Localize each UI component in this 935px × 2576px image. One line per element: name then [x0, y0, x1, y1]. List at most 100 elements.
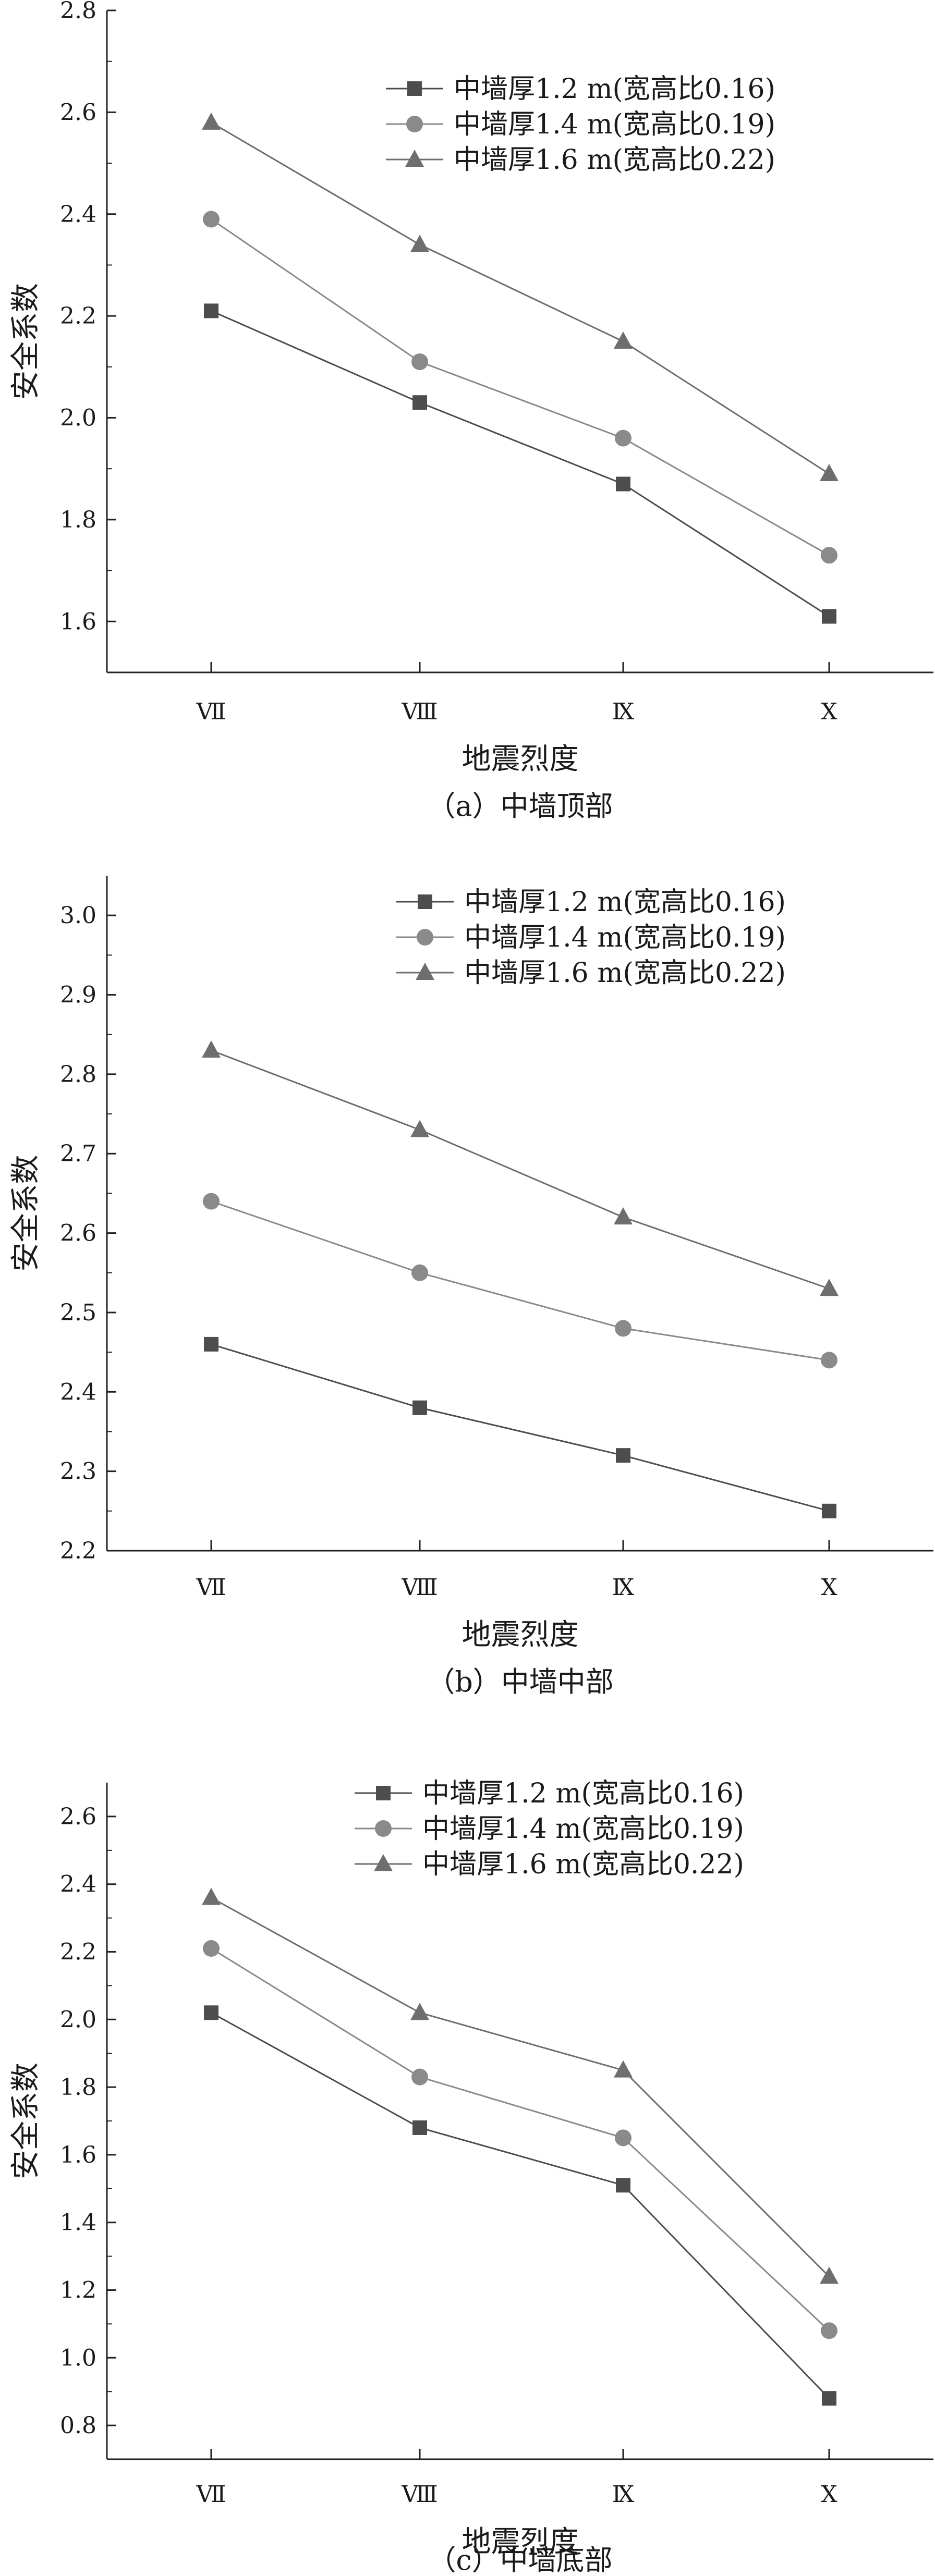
- y-tick-label: 1.0: [60, 2345, 96, 2371]
- y-tick-label: 2.8: [60, 1061, 96, 1088]
- data-point-triangle: [820, 1279, 839, 1296]
- x-tick-label: Ⅸ: [612, 2481, 635, 2508]
- data-point-square: [204, 2005, 218, 2020]
- legend-marker-circle: [417, 929, 433, 946]
- chart-panel-0: 1.6 1.8 2.0 2.2 2.4 2.6 2.8 Ⅶ Ⅷ Ⅸ Ⅹ 地震烈度 安全系数 （a）中墙顶部…: [9, 0, 933, 823]
- data-point-square: [822, 609, 836, 624]
- series-line-0: [211, 2012, 830, 2399]
- y-axis-title: 安全系数: [9, 283, 43, 400]
- legend-label: 中墙厚1.2 m(宽高比0.16): [422, 1778, 744, 1809]
- y-tick-label: 1.6: [60, 608, 96, 635]
- x-axis-title: 地震烈度: [462, 742, 579, 776]
- y-tick-label: 1.8: [60, 507, 96, 533]
- data-point-square: [616, 1448, 630, 1463]
- y-tick-label: 2.4: [60, 1379, 96, 1405]
- x-tick-label: Ⅸ: [612, 698, 635, 725]
- data-point-circle: [615, 2129, 632, 2146]
- legend-marker-square: [407, 81, 422, 96]
- y-tick-label: 2.6: [60, 99, 96, 126]
- data-point-circle: [821, 2322, 837, 2339]
- y-tick-label: 2.0: [60, 405, 96, 432]
- panel-caption: （b）中墙中部: [427, 1665, 614, 1698]
- x-tick-label: Ⅷ: [401, 1574, 438, 1601]
- y-tick-label: 1.2: [60, 2277, 96, 2304]
- panel-caption: （a）中墙顶部: [427, 790, 613, 823]
- data-point-square: [412, 1400, 427, 1415]
- legend-label: 中墙厚1.4 m(宽高比0.19): [454, 109, 775, 140]
- y-tick-label: 2.0: [60, 2006, 96, 2033]
- data-point-triangle: [820, 2266, 839, 2284]
- legend-label: 中墙厚1.6 m(宽高比0.22): [464, 958, 786, 989]
- data-point-square: [822, 2391, 836, 2406]
- y-tick-label: 2.3: [60, 1458, 96, 1485]
- data-point-circle: [821, 547, 837, 564]
- x-tick-label: Ⅹ: [821, 698, 837, 725]
- y-tick-label: 2.4: [60, 201, 96, 228]
- data-point-circle: [411, 1264, 428, 1281]
- y-tick-label: 2.6: [60, 1220, 96, 1247]
- x-tick-label: Ⅹ: [821, 1574, 837, 1601]
- x-tick-label: Ⅹ: [821, 2481, 837, 2508]
- chart-panel-1: 2.2 2.3 2.4 2.5 2.6 2.7 2.8 2.9 3.0 Ⅶ Ⅷ Ⅸ Ⅹ 地震烈度 安全系数 （…: [9, 876, 933, 1698]
- data-point-circle: [203, 1193, 220, 1210]
- x-tick-label: Ⅶ: [196, 2481, 226, 2508]
- x-axis-title: 地震烈度: [462, 1618, 579, 1652]
- series-line-1: [211, 218, 830, 556]
- data-point-triangle: [410, 1120, 429, 1137]
- series-line-1: [211, 1947, 830, 2332]
- data-point-square: [822, 1503, 836, 1518]
- y-tick-label: 2.2: [60, 1538, 96, 1564]
- data-point-circle: [411, 353, 428, 371]
- data-point-triangle: [410, 2003, 429, 2020]
- data-point-square: [616, 476, 630, 492]
- data-point-circle: [615, 1320, 632, 1337]
- y-tick-label: 0.8: [60, 2412, 96, 2439]
- legend-label: 中墙厚1.2 m(宽高比0.16): [454, 73, 775, 105]
- series-line-2: [211, 121, 830, 475]
- data-point-triangle: [202, 1887, 221, 1905]
- data-point-circle: [203, 211, 220, 228]
- legend-marker-circle: [375, 1820, 392, 1837]
- series-line-0: [211, 1343, 830, 1512]
- series-line-1: [211, 1200, 830, 1361]
- y-tick-label: 2.7: [60, 1140, 96, 1167]
- data-point-square: [616, 2178, 630, 2193]
- chart-panel-2: 0.8 1.0 1.2 1.4 1.6 1.8 2.0 2.2 2.4 2.6 Ⅶ Ⅷ Ⅸ Ⅹ 地震烈度 安全…: [9, 1778, 933, 2576]
- y-tick-label: 2.2: [60, 1939, 96, 1966]
- y-tick-label: 3.0: [60, 902, 96, 929]
- y-axis-title: 安全系数: [9, 1155, 43, 1272]
- legend-label: 中墙厚1.2 m(宽高比0.16): [464, 887, 786, 918]
- y-tick-label: 2.6: [60, 1804, 96, 1830]
- data-point-square: [204, 1336, 218, 1352]
- series-line-0: [211, 310, 830, 617]
- series-line-2: [211, 1897, 830, 2277]
- y-tick-label: 1.6: [60, 2142, 96, 2168]
- data-point-circle: [821, 1352, 837, 1369]
- x-axis-title: 地震烈度: [462, 2525, 579, 2559]
- legend-marker-square: [418, 894, 432, 909]
- data-point-triangle: [202, 112, 221, 130]
- data-point-triangle: [614, 1207, 633, 1225]
- legend-label: 中墙厚1.4 m(宽高比0.19): [464, 922, 786, 953]
- data-point-triangle: [614, 332, 633, 349]
- series-line-2: [211, 1049, 830, 1290]
- legend-marker-triangle: [416, 963, 434, 980]
- x-tick-label: Ⅷ: [401, 2481, 438, 2508]
- x-tick-label: Ⅶ: [196, 698, 226, 725]
- x-tick-label: Ⅸ: [612, 1574, 635, 1601]
- legend-label: 中墙厚1.6 m(宽高比0.22): [454, 144, 775, 176]
- data-point-triangle: [614, 2060, 633, 2078]
- data-point-circle: [411, 2068, 428, 2086]
- legend-label: 中墙厚1.6 m(宽高比0.22): [422, 1849, 744, 1880]
- y-tick-label: 2.8: [60, 0, 96, 24]
- x-tick-label: Ⅷ: [401, 698, 438, 725]
- data-point-square: [412, 2120, 427, 2135]
- y-tick-label: 2.9: [60, 982, 96, 1009]
- data-point-triangle: [202, 1040, 221, 1058]
- data-point-triangle: [410, 235, 429, 252]
- data-point-circle: [203, 1940, 220, 1957]
- legend-label: 中墙厚1.4 m(宽高比0.19): [422, 1813, 744, 1845]
- data-point-circle: [615, 430, 632, 447]
- y-tick-label: 1.8: [60, 2074, 96, 2101]
